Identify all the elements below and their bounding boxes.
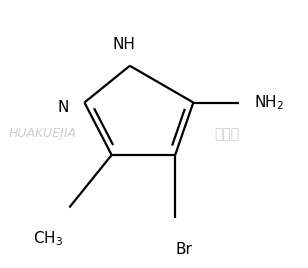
Text: 化学加: 化学加	[214, 127, 240, 141]
Text: N: N	[58, 100, 69, 115]
Text: NH: NH	[112, 37, 135, 52]
Text: HUAKUEJIA: HUAKUEJIA	[9, 128, 77, 140]
Text: NH$_2$: NH$_2$	[254, 93, 284, 112]
Text: CH$_3$: CH$_3$	[33, 230, 63, 248]
Text: Br: Br	[176, 242, 193, 257]
